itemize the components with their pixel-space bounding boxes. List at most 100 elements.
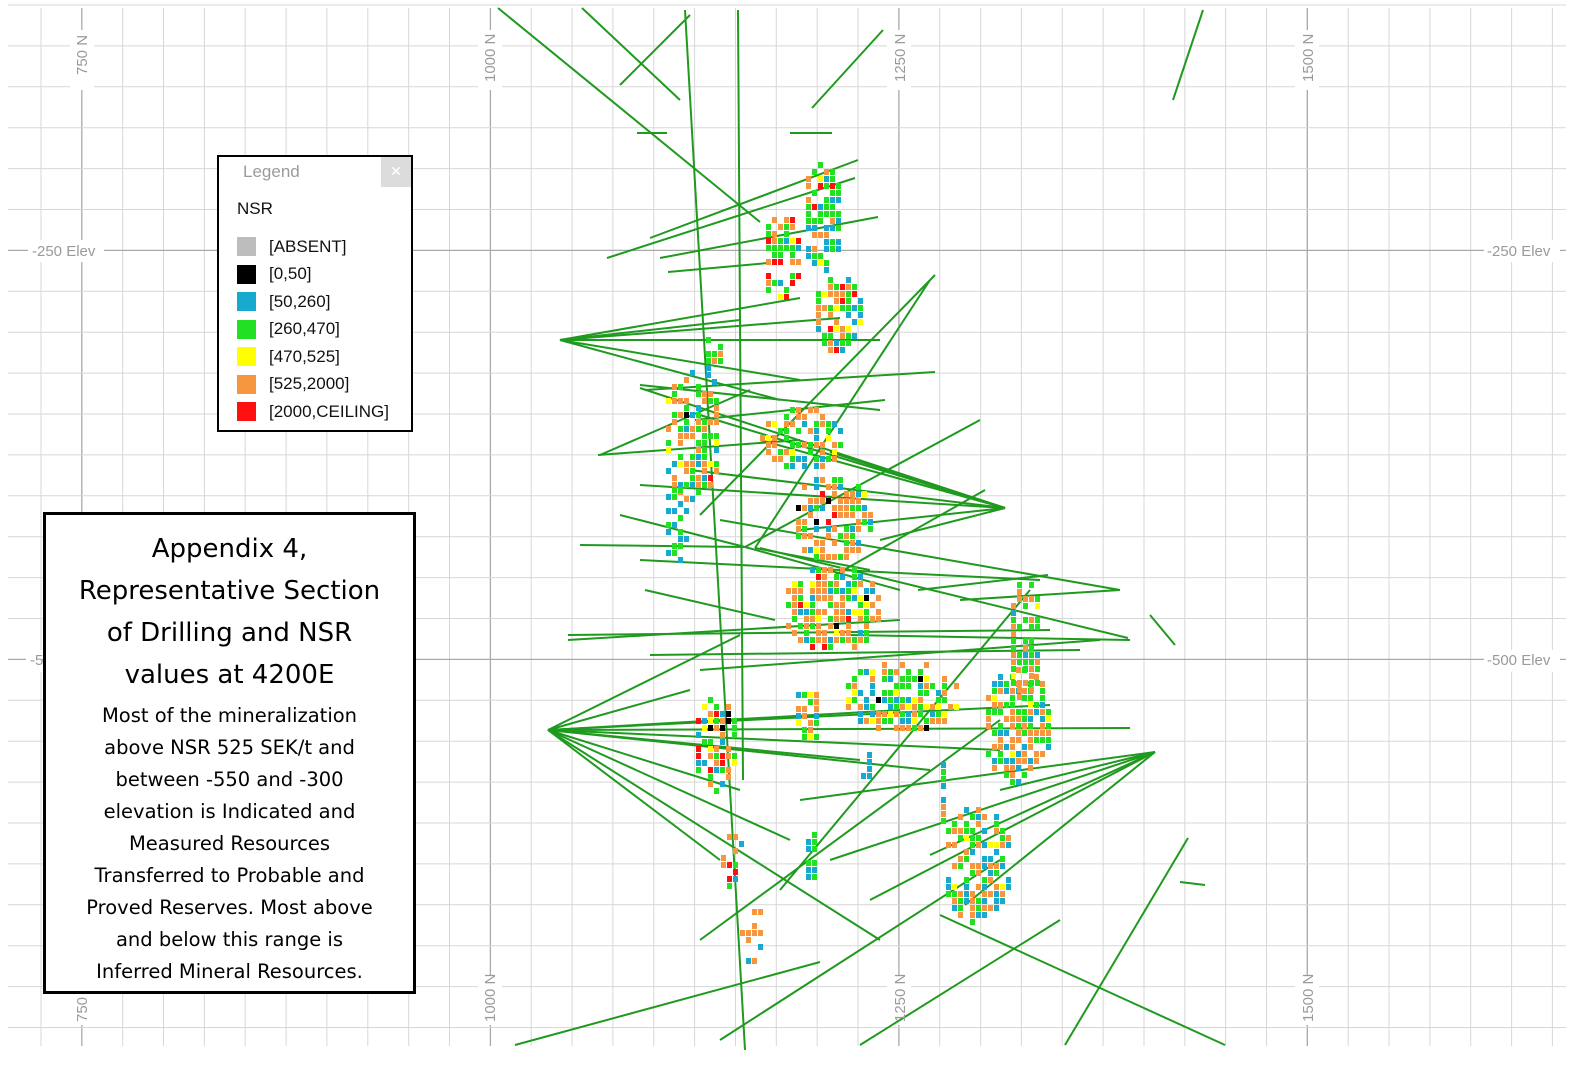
nsr-block xyxy=(816,567,821,573)
nsr-block xyxy=(720,767,725,773)
nsr-block xyxy=(816,616,821,622)
nsr-block xyxy=(720,718,725,724)
nsr-block xyxy=(808,547,813,553)
nsr-block xyxy=(766,259,771,265)
nsr-block xyxy=(796,720,801,726)
nsr-block xyxy=(790,456,795,462)
nsr-block xyxy=(867,766,872,772)
nsr-block xyxy=(976,863,981,869)
legend-titlebar[interactable]: Legend ✕ xyxy=(219,157,411,189)
note-body-line: elevation is Indicated and xyxy=(103,800,356,823)
nsr-block xyxy=(1004,744,1009,750)
nsr-block xyxy=(1022,744,1027,750)
nsr-block xyxy=(834,319,839,325)
nsr-block xyxy=(982,814,987,820)
nsr-block xyxy=(1023,659,1028,665)
drillhole-trace xyxy=(547,729,721,861)
nsr-block xyxy=(836,246,841,252)
nsr-block xyxy=(824,211,829,217)
nsr-block xyxy=(976,835,981,841)
nsr-block xyxy=(832,449,837,455)
drillhole-trace xyxy=(744,419,981,548)
nsr-block xyxy=(858,602,863,608)
nsr-block xyxy=(784,414,789,420)
nsr-block xyxy=(810,637,815,643)
nsr-block xyxy=(1046,730,1051,736)
nsr-block xyxy=(828,291,833,297)
nsr-block xyxy=(806,874,811,880)
nsr-block xyxy=(941,804,946,810)
nsr-block xyxy=(876,697,881,703)
nsr-block xyxy=(708,697,713,703)
nsr-block xyxy=(834,581,839,587)
nsr-block xyxy=(678,412,683,418)
nsr-block xyxy=(816,312,821,318)
nsr-block xyxy=(712,358,717,364)
nsr-block xyxy=(814,498,819,504)
nsr-block xyxy=(784,421,789,427)
nsr-block xyxy=(858,581,863,587)
nsr-block xyxy=(1040,695,1045,701)
nsr-block xyxy=(678,461,683,467)
nsr-block xyxy=(828,595,833,601)
nsr-block xyxy=(894,704,899,710)
nsr-block xyxy=(802,484,807,490)
nsr-block xyxy=(828,567,833,573)
nsr-block xyxy=(806,846,811,852)
nsr-block xyxy=(696,475,701,481)
drillhole-trace xyxy=(699,719,1001,941)
nsr-block xyxy=(732,718,737,724)
nsr-block xyxy=(832,477,837,483)
nsr-block xyxy=(1029,582,1034,588)
nsr-block xyxy=(900,662,905,668)
nsr-block xyxy=(1017,659,1022,665)
nsr-block xyxy=(986,723,991,729)
nsr-block xyxy=(834,284,839,290)
nsr-block xyxy=(690,370,695,376)
nsr-block xyxy=(808,692,813,698)
nsr-block xyxy=(733,848,738,854)
nsr-block xyxy=(858,711,863,717)
nsr-block xyxy=(840,333,845,339)
nsr-block xyxy=(998,702,1003,708)
nsr-block xyxy=(684,412,689,418)
nsr-block xyxy=(760,435,765,441)
nsr-block xyxy=(840,284,845,290)
nsr-block xyxy=(826,526,831,532)
nsr-block xyxy=(804,602,809,608)
nsr-block xyxy=(870,690,875,696)
nsr-block xyxy=(708,433,713,439)
nsr-block xyxy=(672,522,677,528)
nsr-block xyxy=(840,574,845,580)
nsr-block xyxy=(994,849,999,855)
nsr-block xyxy=(796,505,801,511)
nsr-block xyxy=(840,347,845,353)
nsr-block xyxy=(798,623,803,629)
nsr-block xyxy=(796,407,801,413)
close-icon[interactable]: ✕ xyxy=(381,157,411,187)
nsr-block xyxy=(772,442,777,448)
nsr-block xyxy=(1034,709,1039,715)
nsr-block xyxy=(936,718,941,724)
nsr-block xyxy=(778,294,783,300)
nsr-block xyxy=(798,595,803,601)
drillhole-trace xyxy=(649,159,859,239)
nsr-block xyxy=(846,326,851,332)
nsr-block xyxy=(864,718,869,724)
nsr-block xyxy=(1040,751,1045,757)
nsr-block xyxy=(690,496,695,502)
nsr-block xyxy=(826,554,831,560)
nsr-block xyxy=(954,683,959,689)
nsr-block xyxy=(906,718,911,724)
nsr-block xyxy=(988,842,993,848)
nsr-block xyxy=(818,162,823,168)
nsr-block xyxy=(970,842,975,848)
nsr-block xyxy=(994,905,999,911)
nsr-block xyxy=(1004,688,1009,694)
nsr-block xyxy=(834,637,839,643)
nsr-block xyxy=(826,428,831,434)
nsr-block xyxy=(796,526,801,532)
nsr-block xyxy=(824,204,829,210)
nsr-block xyxy=(906,711,911,717)
nsr-block xyxy=(867,752,872,758)
